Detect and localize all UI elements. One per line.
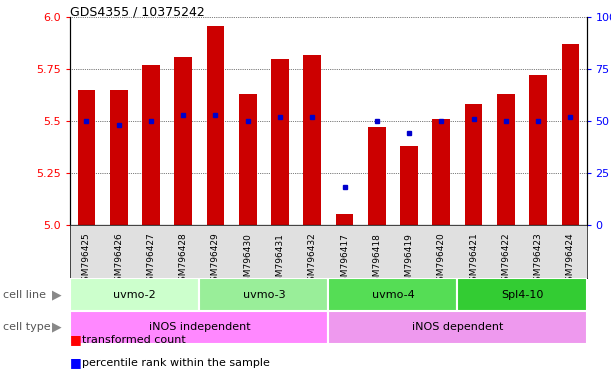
Text: GSM796427: GSM796427 <box>147 233 155 288</box>
Bar <box>458 278 587 311</box>
Bar <box>207 26 224 225</box>
Bar <box>368 127 386 225</box>
Bar <box>142 65 160 225</box>
Text: iNOS independent: iNOS independent <box>148 322 250 333</box>
Text: Spl4-10: Spl4-10 <box>501 290 543 300</box>
Bar <box>110 90 128 225</box>
Text: GSM796425: GSM796425 <box>82 233 91 288</box>
Text: uvmo-4: uvmo-4 <box>371 290 414 300</box>
Bar <box>174 57 192 225</box>
Text: ■: ■ <box>70 333 82 346</box>
Bar <box>433 119 450 225</box>
Bar <box>271 59 289 225</box>
Bar <box>562 44 579 225</box>
Text: GSM796428: GSM796428 <box>178 233 188 288</box>
Text: GSM796423: GSM796423 <box>533 233 543 288</box>
Bar <box>335 214 353 225</box>
Text: GSM796431: GSM796431 <box>276 233 285 288</box>
Text: ▶: ▶ <box>51 321 61 334</box>
Text: cell line: cell line <box>3 290 46 300</box>
Text: GSM796420: GSM796420 <box>437 233 446 288</box>
Text: GSM796426: GSM796426 <box>114 233 123 288</box>
Text: uvmo-3: uvmo-3 <box>243 290 285 300</box>
Text: GDS4355 / 10375242: GDS4355 / 10375242 <box>70 6 205 19</box>
Text: GSM796430: GSM796430 <box>243 233 252 288</box>
Bar <box>529 75 547 225</box>
Bar <box>497 94 514 225</box>
Text: transformed count: transformed count <box>82 335 186 345</box>
Text: uvmo-2: uvmo-2 <box>114 290 156 300</box>
Bar <box>239 94 257 225</box>
Bar <box>199 278 329 311</box>
Text: ▶: ▶ <box>51 288 61 301</box>
Bar <box>70 278 199 311</box>
Text: GSM796429: GSM796429 <box>211 233 220 288</box>
Text: GSM796422: GSM796422 <box>502 233 510 287</box>
Bar <box>329 278 458 311</box>
Text: GSM796421: GSM796421 <box>469 233 478 288</box>
Bar <box>78 90 95 225</box>
Bar <box>329 311 587 344</box>
Text: percentile rank within the sample: percentile rank within the sample <box>82 358 270 368</box>
Bar <box>465 104 483 225</box>
Text: GSM796417: GSM796417 <box>340 233 349 288</box>
Bar <box>400 146 418 225</box>
Text: GSM796418: GSM796418 <box>372 233 381 288</box>
Bar <box>304 55 321 225</box>
Text: GSM796424: GSM796424 <box>566 233 575 287</box>
Text: iNOS dependent: iNOS dependent <box>412 322 503 333</box>
Text: ■: ■ <box>70 356 82 369</box>
Bar <box>70 311 329 344</box>
Text: GSM796419: GSM796419 <box>404 233 414 288</box>
Text: cell type: cell type <box>3 322 51 333</box>
Text: GSM796432: GSM796432 <box>308 233 316 288</box>
